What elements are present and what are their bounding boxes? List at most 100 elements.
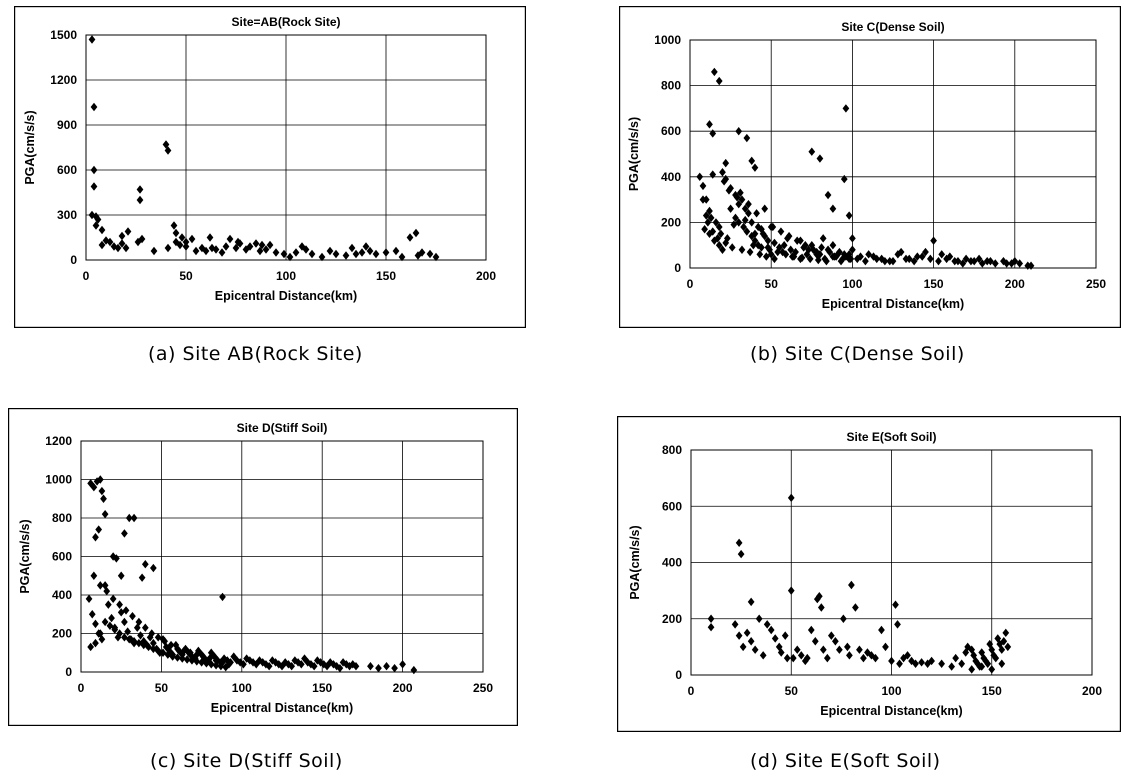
data-point [872, 653, 879, 663]
y-tick-label: 1000 [654, 33, 681, 47]
data-point [240, 660, 247, 669]
data-point [811, 637, 819, 646]
data-point [798, 253, 806, 262]
data-point [116, 629, 123, 638]
data-point [735, 538, 743, 548]
data-point [780, 241, 788, 250]
data-point [182, 242, 190, 251]
data-point [962, 254, 970, 264]
data-point [847, 254, 855, 264]
y-tick-label: 800 [52, 511, 72, 525]
data-point [352, 662, 360, 671]
data-point [302, 245, 310, 254]
y-axis-label: PGA(cm/s/s) [23, 110, 37, 184]
data-point [164, 146, 172, 155]
data-point [743, 628, 751, 638]
data-point [92, 212, 100, 221]
data-point [1024, 261, 1032, 270]
data-point [984, 659, 992, 668]
data-point [172, 228, 180, 238]
data-point [212, 656, 220, 665]
data-point [996, 639, 1004, 649]
data-point [150, 638, 157, 648]
data-point [88, 210, 96, 220]
data-point [938, 659, 945, 668]
data-point [256, 246, 264, 256]
data-point [801, 656, 809, 666]
data-point [326, 246, 334, 256]
y-tick-label: 600 [661, 124, 681, 138]
data-point [741, 204, 749, 213]
data-point [840, 614, 847, 623]
y-tick-label: 600 [662, 499, 682, 513]
data-point [715, 222, 723, 232]
y-tick-label: 0 [675, 668, 682, 682]
x-tick-label: 150 [982, 684, 1002, 698]
data-point [777, 227, 785, 236]
data-point [308, 249, 316, 259]
data-point [124, 227, 132, 236]
data-point [952, 653, 960, 663]
data-point [832, 637, 839, 646]
x-axis-label: Epicentral Distance(km) [822, 297, 964, 311]
chart-title: Site C(Dense Soil) [841, 20, 944, 34]
data-point [262, 245, 270, 254]
data-point [787, 586, 795, 595]
data-point [92, 533, 99, 542]
data-point [232, 243, 240, 253]
data-point [748, 231, 756, 241]
x-tick-label: 0 [687, 277, 694, 291]
caption-c: (c) Site D(Stiff Soil) [150, 750, 343, 772]
data-point [930, 236, 937, 245]
data-point [696, 172, 704, 181]
data-point [745, 199, 752, 209]
data-point [735, 218, 743, 227]
data-point [970, 651, 978, 660]
data-point [862, 256, 869, 266]
data-point [748, 218, 756, 227]
y-tick-label: 1200 [45, 434, 72, 448]
chart-panel-b: 0 50 100 150 200 250 0 200 400 600 800 1000 Site C(D… [619, 6, 1121, 328]
data-point [914, 252, 921, 261]
x-tick-label: 50 [155, 681, 169, 695]
x-tick-label: 50 [785, 684, 799, 698]
data-point [714, 234, 721, 243]
data-point [707, 622, 715, 632]
data-point [761, 231, 769, 241]
data-point [288, 662, 296, 671]
data-point [418, 248, 426, 257]
data-point [92, 619, 99, 629]
data-point [974, 659, 982, 668]
x-tick-label: 200 [476, 269, 496, 283]
data-point [183, 655, 191, 664]
data-point [256, 656, 263, 665]
data-point [699, 195, 707, 204]
data-point [398, 252, 406, 262]
data-point [372, 249, 380, 259]
data-point [1004, 642, 1012, 652]
data-point [722, 158, 730, 168]
data-point [236, 658, 244, 667]
data-point [1000, 637, 1008, 646]
data-point [748, 156, 756, 166]
data-point [266, 240, 274, 250]
chart-frame [617, 416, 1121, 732]
x-tick-label: 100 [881, 684, 901, 698]
data-point [958, 659, 966, 668]
data-point [743, 133, 751, 143]
data-point [994, 634, 1002, 643]
data-point [118, 239, 126, 248]
data-point [90, 102, 98, 112]
data-point [849, 234, 856, 243]
data-point [206, 233, 214, 242]
data-point [122, 243, 130, 253]
data-point [106, 237, 114, 247]
data-point [918, 252, 926, 261]
data-point [392, 246, 400, 256]
chart-panel-c: 0 50 100 150 200 250 0 200 400 600 800 1000 1200 Site… [8, 408, 518, 726]
data-point [789, 653, 797, 663]
data-point [738, 245, 746, 254]
y-tick-label: 600 [52, 550, 72, 564]
data-point [829, 204, 837, 213]
data-point [104, 600, 112, 609]
